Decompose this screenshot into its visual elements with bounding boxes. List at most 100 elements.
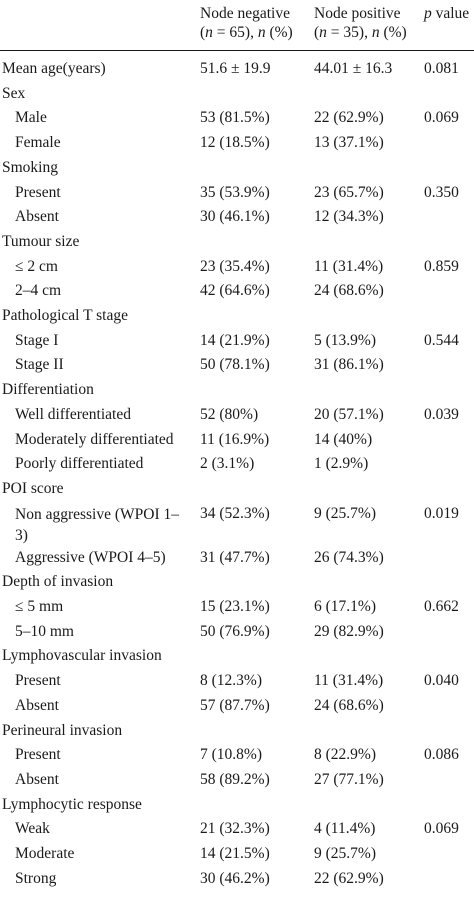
cell-node-positive: 22 (62.9%) bbox=[314, 109, 384, 127]
table-row: Mean age(years) 51.6 ± 19.9 44.01 ± 16.3 0.… bbox=[0, 57, 474, 82]
row-sublabel: Male bbox=[15, 109, 47, 127]
header-rule bbox=[0, 50, 474, 51]
row-label: Lymphocytic response bbox=[2, 795, 142, 813]
cell-node-negative: 7 (10.8%) bbox=[200, 746, 262, 764]
cell-node-negative: 30 (46.1%) bbox=[200, 208, 270, 226]
cell-node-positive: 22 (62.9%) bbox=[314, 869, 384, 887]
cell-node-positive: 44.01 ± 16.3 bbox=[314, 60, 393, 77]
table-row: Present 7 (10.8%) 8 (22.9%) 0.086 bbox=[0, 743, 474, 768]
header-node-positive: Node positive (n = 35), n (%) bbox=[314, 4, 407, 42]
table-row: Aggressive (WPOI 4–5) 31 (47.7%) 26 (74.3%… bbox=[0, 546, 474, 571]
row-sublabel: Poorly differentiated bbox=[15, 455, 144, 473]
cell-node-negative: 58 (89.2%) bbox=[200, 770, 270, 788]
table-row: 2–4 cm 42 (64.6%) 24 (68.6%) bbox=[0, 279, 474, 304]
cell-node-negative: 31 (47.7%) bbox=[200, 548, 270, 566]
table-row: Stage II 50 (78.1%) 31 (86.1%) bbox=[0, 353, 474, 378]
cell-node-negative: 52 (80%) bbox=[200, 405, 259, 423]
cell-node-negative: 2 (3.1%) bbox=[200, 455, 255, 473]
table-row: ≤ 2 cm 23 (35.4%) 11 (31.4%) 0.859 bbox=[0, 255, 474, 280]
row-sublabel: Moderately differentiated bbox=[15, 430, 174, 448]
row-sublabel: Stage I bbox=[15, 331, 59, 349]
table-row: Moderate 14 (21.5%) 9 (25.7%) bbox=[0, 842, 474, 867]
table-row: Poorly differentiated 2 (3.1%) 1 (2.9%) bbox=[0, 452, 474, 477]
cell-node-negative: 50 (76.9%) bbox=[200, 622, 270, 640]
table-row: Stage I 14 (21.9%) 5 (13.9%) 0.544 bbox=[0, 329, 474, 354]
table-row: Weak 21 (32.3%) 4 (11.4%) 0.069 bbox=[0, 817, 474, 842]
cell-node-positive: 26 (74.3%) bbox=[314, 548, 384, 566]
cell-node-negative: 50 (78.1%) bbox=[200, 356, 270, 374]
table-row: Male 53 (81.5%) 22 (62.9%) 0.069 bbox=[0, 106, 474, 131]
cell-node-positive: 11 (31.4%) bbox=[314, 257, 384, 275]
cell-node-negative: 53 (81.5%) bbox=[200, 109, 270, 127]
table-row: Smoking bbox=[0, 156, 474, 181]
cell-p-value: 0.662 bbox=[424, 598, 459, 615]
cell-node-positive: 6 (17.1%) bbox=[314, 598, 376, 615]
header-node-negative: Node negative (n = 65), n (%) bbox=[200, 4, 293, 42]
table-row: POI score bbox=[0, 477, 474, 502]
row-sublabel: ≤ 2 cm bbox=[15, 257, 58, 275]
row-label: Sex bbox=[2, 84, 26, 102]
table-header: Node negative (n = 65), n (%) Node posit… bbox=[0, 4, 474, 50]
table-row: Absent 57 (87.7%) 24 (68.6%) bbox=[0, 694, 474, 719]
table-row: Female 12 (18.5%) 13 (37.1%) bbox=[0, 131, 474, 156]
row-sublabel: Present bbox=[15, 672, 61, 690]
cell-node-negative: 23 (35.4%) bbox=[200, 257, 270, 275]
cell-node-negative: 12 (18.5%) bbox=[200, 134, 270, 152]
table-row: Moderately differentiated 11 (16.9%) 14 (4… bbox=[0, 428, 474, 453]
row-sublabel: 2–4 cm bbox=[15, 282, 62, 300]
cell-node-negative: 15 (23.1%) bbox=[200, 598, 270, 615]
cell-p-value: 0.040 bbox=[424, 672, 459, 690]
cell-p-value: 0.350 bbox=[424, 183, 459, 201]
row-label: Lymphovascular invasion bbox=[2, 647, 162, 665]
cell-p-value: 0.086 bbox=[424, 746, 459, 764]
row-sublabel: Present bbox=[15, 183, 61, 201]
cell-node-positive: 24 (68.6%) bbox=[314, 282, 384, 300]
cell-p-value: 0.544 bbox=[424, 331, 459, 349]
cell-node-positive: 8 (22.9%) bbox=[314, 746, 376, 764]
row-sublabel: Well differentiated bbox=[15, 405, 131, 423]
cell-node-negative: 21 (32.3%) bbox=[200, 820, 270, 838]
cell-node-positive: 27 (77.1%) bbox=[314, 770, 384, 788]
row-label: Pathological T stage bbox=[2, 307, 128, 324]
row-sublabel: ≤ 5 mm bbox=[15, 598, 64, 615]
cell-p-value: 0.859 bbox=[424, 257, 459, 275]
cell-node-positive: 20 (57.1%) bbox=[314, 405, 384, 423]
cell-node-positive: 5 (13.9%) bbox=[314, 331, 376, 349]
cell-node-positive: 4 (11.4%) bbox=[314, 820, 376, 838]
cell-node-positive: 1 (2.9%) bbox=[314, 455, 369, 473]
table-row: Perineural invasion bbox=[0, 719, 474, 744]
table-row: Absent 30 (46.1%) 12 (34.3%) bbox=[0, 205, 474, 230]
row-sublabel: Absent bbox=[15, 208, 59, 226]
table-row: Depth of invasion bbox=[0, 570, 474, 595]
row-label: POI score bbox=[2, 479, 64, 497]
cell-node-positive: 9 (25.7%) bbox=[314, 504, 376, 522]
cell-node-positive: 12 (34.3%) bbox=[314, 208, 384, 226]
cell-node-positive: 24 (68.6%) bbox=[314, 696, 384, 714]
cell-node-negative: 14 (21.5%) bbox=[200, 845, 270, 862]
row-sublabel: Female bbox=[15, 134, 61, 152]
cell-node-positive: 13 (37.1%) bbox=[314, 134, 384, 152]
table-row: 5–10 mm 50 (76.9%) 29 (82.9%) bbox=[0, 620, 474, 645]
row-sublabel: Absent bbox=[15, 770, 59, 788]
cell-p-value: 0.081 bbox=[424, 60, 459, 77]
cell-node-negative: 35 (53.9%) bbox=[200, 183, 270, 201]
cell-p-value: 0.069 bbox=[424, 820, 459, 838]
row-label: Mean age(years) bbox=[2, 60, 106, 77]
row-sublabel: Moderate bbox=[15, 845, 75, 862]
cell-node-negative: 51.6 ± 19.9 bbox=[200, 60, 271, 77]
cell-p-value: 0.069 bbox=[424, 109, 459, 127]
cell-node-positive: 31 (86.1%) bbox=[314, 356, 384, 374]
cell-p-value: 0.039 bbox=[424, 405, 459, 423]
table-row: Lymphovascular invasion bbox=[0, 644, 474, 669]
table-row: Strong 30 (46.2%) 22 (62.9%) bbox=[0, 867, 474, 892]
row-sublabel: 5–10 mm bbox=[15, 622, 74, 640]
cell-node-negative: 11 (16.9%) bbox=[200, 430, 270, 448]
cell-p-value: 0.019 bbox=[424, 504, 459, 522]
cell-node-negative: 14 (21.9%) bbox=[200, 331, 270, 349]
cell-node-positive: 23 (65.7%) bbox=[314, 183, 384, 201]
table-row: Present 8 (12.3%) 11 (31.4%) 0.040 bbox=[0, 669, 474, 694]
header-node-positive-count: (n = 35), n (%) bbox=[314, 24, 407, 41]
row-label: Differentiation bbox=[2, 381, 94, 399]
table-row: Tumour size bbox=[0, 230, 474, 255]
cell-node-negative: 42 (64.6%) bbox=[200, 282, 270, 300]
